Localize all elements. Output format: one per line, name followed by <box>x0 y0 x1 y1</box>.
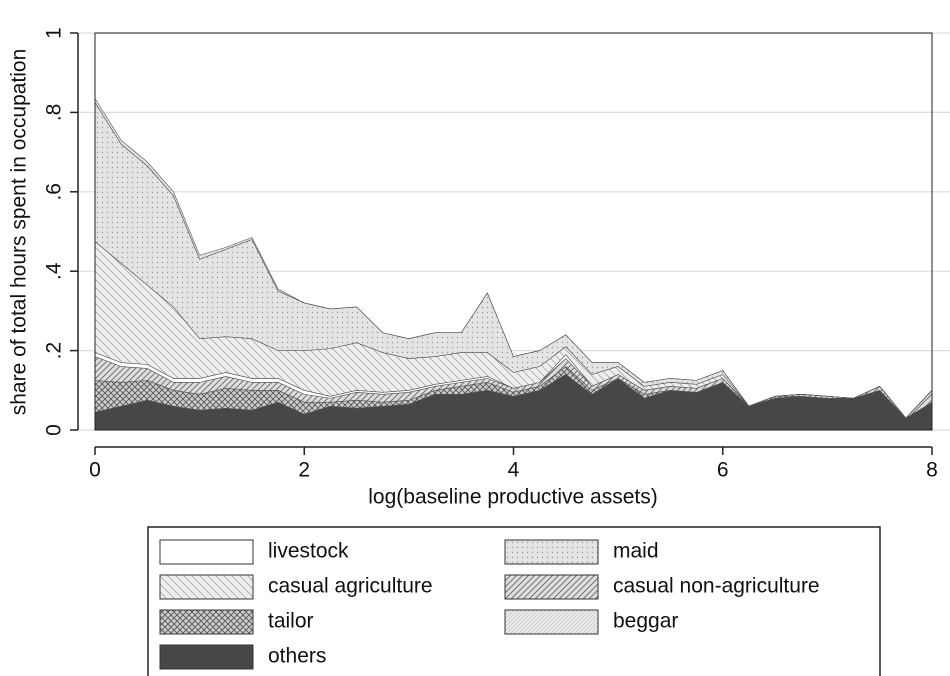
x-tick-label: 4 <box>508 459 520 482</box>
legend-swatch <box>504 539 599 565</box>
y-tick-label: 1 <box>43 27 66 39</box>
area-group <box>94 97 933 419</box>
y-tick-label: .6 <box>43 183 66 201</box>
x-tick-label: 0 <box>89 459 101 482</box>
x-axis-title: log(baseline productive assets) <box>368 486 658 509</box>
legend-swatch <box>159 644 254 670</box>
legend-swatch <box>159 539 254 565</box>
y-tick-label: .8 <box>43 104 66 122</box>
y-axis-title: share of total hours spent in occupation <box>8 49 31 416</box>
area <box>94 97 933 419</box>
plot-frame <box>94 32 933 431</box>
x-tick-label: 8 <box>926 459 938 482</box>
legend-swatch <box>504 574 599 600</box>
x-tick-label: 2 <box>298 459 310 482</box>
y-tick-label: .4 <box>43 262 66 280</box>
legend-label: tailor <box>268 610 314 633</box>
legend-label: maid <box>613 540 659 563</box>
legend-label: casual non-agriculture <box>613 575 820 598</box>
legend-label: casual agriculture <box>268 575 433 598</box>
legend-swatch <box>159 574 254 600</box>
legend-swatch <box>159 609 254 635</box>
x-tick-label: 6 <box>717 459 729 482</box>
legend-swatch <box>504 609 599 635</box>
y-tick-label: .2 <box>43 342 66 360</box>
legend-label: beggar <box>613 610 678 633</box>
legend-label: livestock <box>268 540 349 563</box>
y-tick-label: 0 <box>43 424 66 436</box>
legend-label: others <box>268 645 326 668</box>
